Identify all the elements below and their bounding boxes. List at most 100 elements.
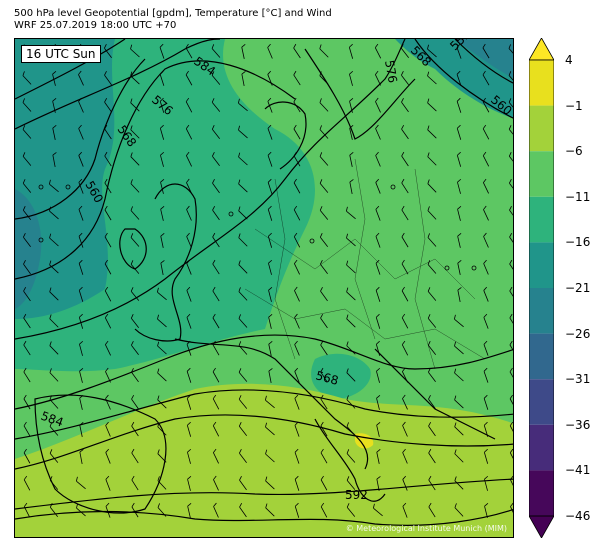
map-panel[interactable]: 584 576 568 560 552 576 568 560 584 568 … <box>14 38 514 538</box>
wind-barb <box>427 206 437 220</box>
wind-barb <box>346 422 356 436</box>
wind-barb <box>268 313 273 329</box>
wind-barb <box>238 395 248 409</box>
temperature-zone-minus-26-west <box>15 189 42 309</box>
wind-barb <box>104 97 112 113</box>
wind-barb <box>457 205 462 221</box>
wind-barb <box>349 179 354 194</box>
scandinavia-coast <box>304 48 416 140</box>
wind-barb <box>349 97 354 113</box>
wind-barb <box>319 206 329 220</box>
wind-barb <box>212 152 220 167</box>
wind-barb <box>483 340 489 356</box>
colorbar-bands <box>529 60 554 516</box>
calm-wind-marker <box>444 265 450 271</box>
wind-barb <box>130 287 140 301</box>
wind-barb <box>402 448 408 464</box>
wind-barb <box>23 448 31 464</box>
wind-barb <box>105 367 111 383</box>
colorbar-band <box>529 196 554 243</box>
wind-barb <box>509 313 513 329</box>
wind-barb <box>104 259 112 275</box>
colorbar-band <box>529 470 554 516</box>
colorbar-tick-label: −26 <box>565 326 591 341</box>
contour-592 <box>15 478 513 510</box>
wind-barb <box>104 205 112 221</box>
wind-barb <box>427 314 437 328</box>
wind-barb <box>186 394 192 410</box>
calm-wind-marker <box>228 211 234 217</box>
wind-barb <box>320 475 328 491</box>
wind-barb <box>508 71 513 85</box>
colorbar-frame <box>529 59 554 517</box>
calm-wind-marker <box>38 237 44 243</box>
wind-barb <box>427 152 437 166</box>
wind-barb <box>49 449 59 463</box>
colorbar-tick-label: −6 <box>565 144 583 159</box>
wind-barb <box>482 124 490 140</box>
geopotential-contours <box>15 39 513 510</box>
wind-barb <box>293 205 301 221</box>
wind-barb <box>483 394 489 410</box>
wind-barb <box>509 394 513 410</box>
contour-568-south <box>15 334 513 410</box>
wind-barb <box>79 367 84 383</box>
wind-barb <box>186 232 192 248</box>
wind-barb <box>267 97 273 113</box>
wind-barb <box>373 503 383 517</box>
colorbar-tick-label: −36 <box>565 417 591 432</box>
border-line-5 <box>414 168 436 370</box>
colorbar-tick-label: −31 <box>565 372 591 387</box>
wind-barb <box>238 125 248 139</box>
wind-barb <box>212 367 220 383</box>
wind-barb <box>131 367 139 383</box>
wind-barb <box>267 124 273 140</box>
wind-barb <box>79 340 84 356</box>
wind-barb <box>346 395 356 409</box>
wind-barb <box>346 503 356 517</box>
calm-wind-marker <box>309 238 315 244</box>
wind-barb <box>130 206 140 220</box>
wind-barb <box>212 205 220 221</box>
wind-barb <box>130 233 140 247</box>
wind-barb <box>428 502 436 518</box>
wind-barb <box>186 421 192 437</box>
wind-barb <box>104 70 112 86</box>
wind-barb <box>319 179 329 193</box>
wind-barb <box>483 367 489 383</box>
british-isles-coast <box>134 183 197 342</box>
wind-barb <box>212 259 220 275</box>
wind-barb <box>186 151 192 167</box>
wind-barb <box>294 340 300 356</box>
wind-barb <box>509 448 513 464</box>
wind-barb <box>130 125 140 139</box>
time-label: 16 UTC Sun <box>21 45 101 63</box>
wind-barb <box>454 341 464 355</box>
wind-barb <box>400 44 410 58</box>
wind-barb <box>265 422 275 436</box>
wind-barb <box>49 395 59 409</box>
wind-barb <box>427 44 437 58</box>
wind-barb <box>104 44 112 59</box>
wind-barb <box>401 71 409 86</box>
wind-barb <box>484 502 489 518</box>
wind-barb <box>157 422 167 436</box>
wind-barb <box>482 151 490 167</box>
wind-barb <box>238 98 248 112</box>
wind-barb <box>346 260 356 274</box>
contour-label: 576 <box>382 59 400 84</box>
wind-barb <box>157 314 167 328</box>
wind-barb <box>238 260 248 274</box>
wind-barb <box>49 233 59 247</box>
wind-barb <box>185 97 193 113</box>
calm-wind-marker <box>471 265 477 271</box>
wind-barb <box>509 205 513 221</box>
wind-barb <box>187 448 192 464</box>
denmark-coast <box>264 101 307 170</box>
wind-barb <box>454 395 464 409</box>
wind-barb <box>456 151 462 167</box>
wind-barb <box>186 340 192 356</box>
chart-header: 500 hPa level Geopotential [gpdm], Tempe… <box>14 8 332 32</box>
wind-barb <box>402 475 408 491</box>
wind-barb <box>238 179 248 193</box>
